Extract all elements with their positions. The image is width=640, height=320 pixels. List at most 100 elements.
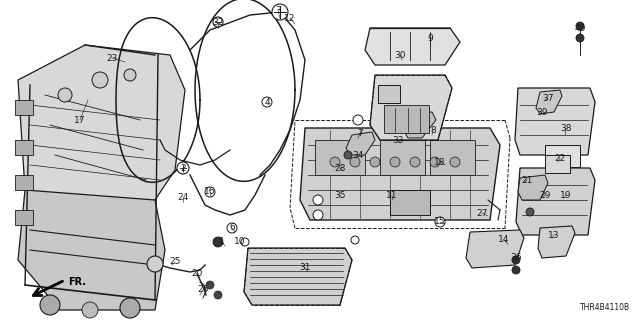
Polygon shape bbox=[365, 28, 460, 65]
Polygon shape bbox=[18, 45, 185, 240]
Circle shape bbox=[82, 302, 98, 318]
Polygon shape bbox=[18, 190, 165, 310]
Circle shape bbox=[262, 97, 272, 107]
Circle shape bbox=[350, 157, 360, 167]
Text: 24: 24 bbox=[177, 194, 189, 203]
Circle shape bbox=[512, 256, 520, 264]
Circle shape bbox=[344, 151, 352, 159]
Text: 12: 12 bbox=[284, 13, 296, 22]
Circle shape bbox=[206, 281, 214, 289]
Text: 27: 27 bbox=[476, 209, 488, 218]
Polygon shape bbox=[244, 248, 352, 305]
Text: FR.: FR. bbox=[68, 277, 86, 287]
Text: 34: 34 bbox=[352, 150, 364, 159]
Text: 40: 40 bbox=[574, 23, 586, 33]
Circle shape bbox=[147, 256, 163, 272]
Circle shape bbox=[40, 295, 60, 315]
Polygon shape bbox=[516, 168, 595, 235]
Bar bbox=[15, 210, 33, 225]
Circle shape bbox=[512, 266, 520, 274]
Text: 9: 9 bbox=[427, 34, 433, 43]
Text: 22: 22 bbox=[554, 154, 566, 163]
Bar bbox=[378, 85, 400, 103]
Circle shape bbox=[241, 238, 249, 246]
Text: 33: 33 bbox=[392, 135, 404, 145]
Polygon shape bbox=[538, 226, 575, 258]
Text: 38: 38 bbox=[560, 124, 572, 132]
Circle shape bbox=[58, 88, 72, 102]
Text: 15: 15 bbox=[435, 218, 445, 227]
Text: 2: 2 bbox=[180, 164, 186, 172]
Circle shape bbox=[177, 162, 189, 174]
Text: 10: 10 bbox=[234, 237, 246, 246]
Circle shape bbox=[390, 157, 400, 167]
Bar bbox=[380, 140, 425, 175]
Text: 20: 20 bbox=[191, 269, 203, 278]
Text: 13: 13 bbox=[548, 230, 560, 239]
Text: 19: 19 bbox=[560, 190, 572, 199]
Circle shape bbox=[430, 157, 440, 167]
Text: 36: 36 bbox=[510, 253, 522, 262]
Text: 14: 14 bbox=[499, 236, 509, 244]
Bar bbox=[315, 140, 365, 175]
Bar bbox=[15, 140, 33, 155]
Text: 8: 8 bbox=[430, 125, 436, 134]
Circle shape bbox=[213, 17, 223, 27]
Circle shape bbox=[435, 217, 445, 227]
Text: 25: 25 bbox=[170, 258, 180, 267]
Text: THR4B4110B: THR4B4110B bbox=[580, 303, 630, 312]
Circle shape bbox=[214, 291, 222, 299]
Circle shape bbox=[92, 72, 108, 88]
Circle shape bbox=[227, 223, 237, 233]
Text: 37: 37 bbox=[542, 93, 554, 102]
Polygon shape bbox=[518, 175, 548, 200]
Text: 30: 30 bbox=[394, 51, 406, 60]
Circle shape bbox=[576, 34, 584, 42]
Bar bbox=[15, 100, 33, 115]
Circle shape bbox=[450, 157, 460, 167]
Text: 26: 26 bbox=[197, 285, 209, 294]
Text: 21: 21 bbox=[522, 175, 532, 185]
Bar bbox=[545, 155, 570, 173]
Text: 32: 32 bbox=[212, 18, 224, 27]
Polygon shape bbox=[300, 128, 500, 220]
Circle shape bbox=[313, 195, 323, 205]
Bar bbox=[430, 140, 475, 175]
Circle shape bbox=[410, 157, 420, 167]
Text: 39: 39 bbox=[536, 108, 548, 116]
Polygon shape bbox=[370, 75, 452, 140]
Polygon shape bbox=[536, 90, 562, 114]
Text: 35: 35 bbox=[334, 190, 346, 199]
Text: 23: 23 bbox=[106, 53, 118, 62]
Circle shape bbox=[272, 4, 288, 20]
Bar bbox=[384, 105, 429, 133]
Text: 31: 31 bbox=[300, 263, 311, 273]
Text: 28: 28 bbox=[334, 164, 346, 172]
Text: 18: 18 bbox=[435, 157, 445, 166]
Circle shape bbox=[213, 237, 223, 247]
Text: 3: 3 bbox=[275, 5, 281, 14]
Polygon shape bbox=[466, 230, 524, 268]
Text: 7: 7 bbox=[357, 129, 363, 138]
Circle shape bbox=[370, 157, 380, 167]
Circle shape bbox=[313, 210, 323, 220]
Text: 17: 17 bbox=[74, 116, 86, 124]
Circle shape bbox=[120, 298, 140, 318]
Polygon shape bbox=[515, 88, 595, 155]
Polygon shape bbox=[346, 132, 375, 155]
Circle shape bbox=[351, 236, 359, 244]
Circle shape bbox=[526, 208, 534, 216]
Bar bbox=[390, 190, 430, 215]
Text: 11: 11 bbox=[387, 191, 397, 201]
Circle shape bbox=[353, 115, 363, 125]
Text: 6: 6 bbox=[229, 223, 235, 233]
Text: 1: 1 bbox=[219, 237, 225, 246]
Circle shape bbox=[205, 187, 215, 197]
Bar bbox=[15, 175, 33, 190]
Text: 29: 29 bbox=[540, 190, 550, 199]
Circle shape bbox=[576, 22, 584, 30]
Circle shape bbox=[330, 157, 340, 167]
Bar bbox=[545, 145, 580, 167]
Text: 16: 16 bbox=[204, 188, 216, 196]
Polygon shape bbox=[402, 112, 436, 138]
